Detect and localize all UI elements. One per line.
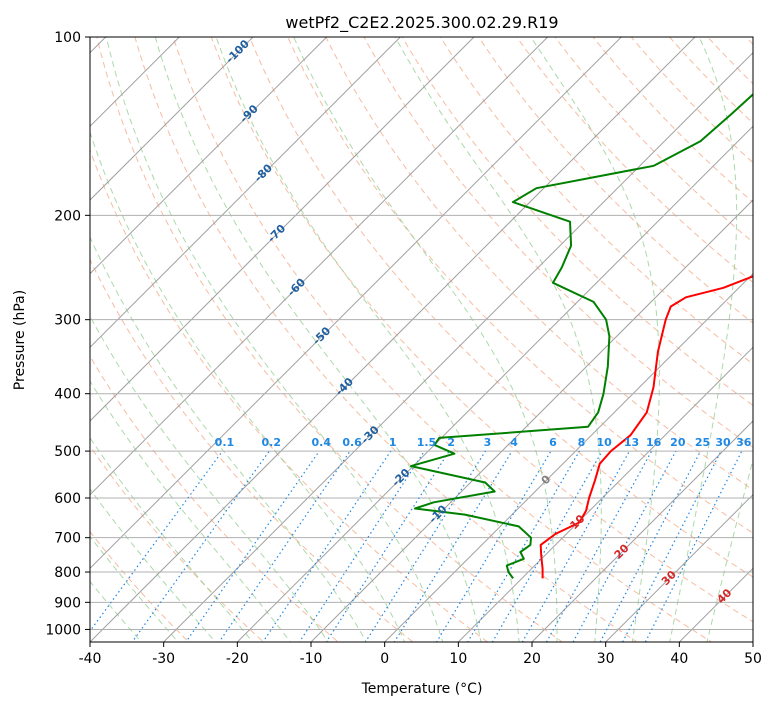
mixing-ratio-line — [131, 450, 270, 642]
mixing-ratio-line — [521, 450, 631, 642]
mixing-ratio-line — [218, 450, 351, 642]
x-tick-label: 50 — [744, 651, 762, 667]
mixing-ratio-label: 4 — [510, 436, 518, 449]
plot-frame — [89, 36, 754, 643]
mixing-ratio-label: 1.5 — [417, 436, 437, 449]
dry-adiabat — [287, 37, 753, 534]
mixing-ratio-line — [90, 450, 223, 633]
mixing-ratio-label: 0.2 — [262, 436, 282, 449]
x-tick-label: -40 — [79, 651, 102, 667]
mixing-ratio-label: 2 — [447, 436, 455, 449]
x-tick-label: 40 — [670, 651, 688, 667]
moist-adiabat — [293, 37, 558, 642]
x-tick-label: 0 — [380, 651, 389, 667]
mixing-ratio-line — [435, 450, 552, 642]
isotherm-line — [383, 272, 753, 642]
dry-adiabat — [210, 37, 753, 623]
y-tick-label: 1000 — [45, 622, 81, 638]
mixing-ratio-label: 1 — [389, 436, 397, 449]
mixing-ratio-label: 25 — [695, 436, 710, 449]
x-axis: -40 -30 -20 -10 0 10 20 30 40 50 — [79, 642, 762, 667]
isotherm-line — [162, 51, 753, 642]
mixing-ratio-line — [621, 450, 722, 642]
x-axis-title: Temperature (°C) — [361, 681, 483, 697]
moist-adiabat — [215, 37, 520, 642]
y-axis: 100 200 300 400 500 600 700 800 900 1000 — [45, 30, 90, 638]
isotherm-line — [90, 37, 549, 496]
x-tick-label: -30 — [152, 651, 175, 667]
moist-adiabat — [669, 37, 738, 642]
isotherm-line — [310, 199, 753, 642]
moist-adiabat — [394, 37, 602, 642]
mixing-ratio-label: 20 — [670, 436, 686, 449]
isotherm-line — [90, 37, 254, 201]
isotherm-line — [604, 493, 753, 642]
mixing-ratio-label: 8 — [578, 436, 586, 449]
dewpoint-line — [410, 93, 753, 579]
dry-adiabat — [90, 258, 414, 642]
dry-adiabat — [90, 445, 265, 642]
x-tick-label: 30 — [597, 651, 615, 667]
mixing-ratio-label: 16 — [646, 436, 662, 449]
mixing-ratio-line — [491, 450, 603, 642]
y-tick-label: 100 — [54, 30, 81, 46]
y-tick-label: 700 — [54, 531, 81, 547]
y-tick-label: 600 — [54, 491, 81, 507]
mixing-ratio-label: 36 — [736, 436, 752, 449]
moist-adiabat — [530, 37, 660, 642]
isotherm-line — [90, 37, 328, 275]
mixing-ratio-line — [393, 450, 513, 642]
data-series — [410, 93, 753, 579]
y-tick-label: 400 — [54, 387, 81, 403]
x-tick-label: -10 — [300, 651, 323, 667]
isotherm-line — [90, 37, 475, 422]
y-tick-label: 200 — [54, 208, 81, 224]
dry-adiabat — [248, 37, 753, 578]
dry-adiabat — [439, 37, 753, 365]
y-axis-title: Pressure (hPa) — [12, 290, 28, 390]
chart-title: wetPf2_C2E2.2025.300.02.29.R19 — [285, 13, 558, 33]
mixing-ratio-line — [262, 450, 392, 642]
isotherm-line — [457, 346, 753, 642]
mixing-ratio-label: 10 — [596, 436, 612, 449]
dry-adiabat — [172, 37, 713, 642]
dry-adiabat — [478, 37, 753, 324]
y-tick-label: 800 — [54, 565, 81, 581]
mixing-ratio-label: 6 — [549, 436, 557, 449]
isotherm-line — [236, 125, 753, 642]
background-lines — [90, 37, 753, 642]
mixing-ratio-label: 0.1 — [215, 436, 235, 449]
x-tick-label: 10 — [449, 651, 467, 667]
mixing-ratio-label: 13 — [624, 436, 639, 449]
temperature-line — [539, 275, 753, 579]
isotherm-line — [531, 420, 753, 642]
y-tick-label: 500 — [54, 444, 81, 460]
y-tick-label: 300 — [54, 313, 81, 329]
mixing-ratio-label: 0.6 — [342, 436, 362, 449]
moist-adiabat — [90, 314, 329, 642]
dry-adiabat — [90, 355, 339, 642]
isotherm-line — [90, 37, 696, 642]
mixing-ratio-label: 0.4 — [312, 436, 332, 449]
x-tick-label: -20 — [226, 651, 249, 667]
isotherm-line — [90, 37, 402, 349]
y-tick-label: 900 — [54, 595, 81, 611]
dry-adiabat — [134, 37, 638, 642]
mixing-ratio-line — [185, 450, 320, 642]
moist-adiabat — [154, 37, 482, 642]
x-tick-label: 20 — [523, 651, 541, 667]
moist-adiabat — [90, 580, 142, 642]
mixing-ratio-line — [644, 450, 743, 642]
mixing-ratio-label: 3 — [484, 436, 492, 449]
mixing-ratio-label: 30 — [715, 436, 731, 449]
isotherm-line — [90, 37, 623, 570]
